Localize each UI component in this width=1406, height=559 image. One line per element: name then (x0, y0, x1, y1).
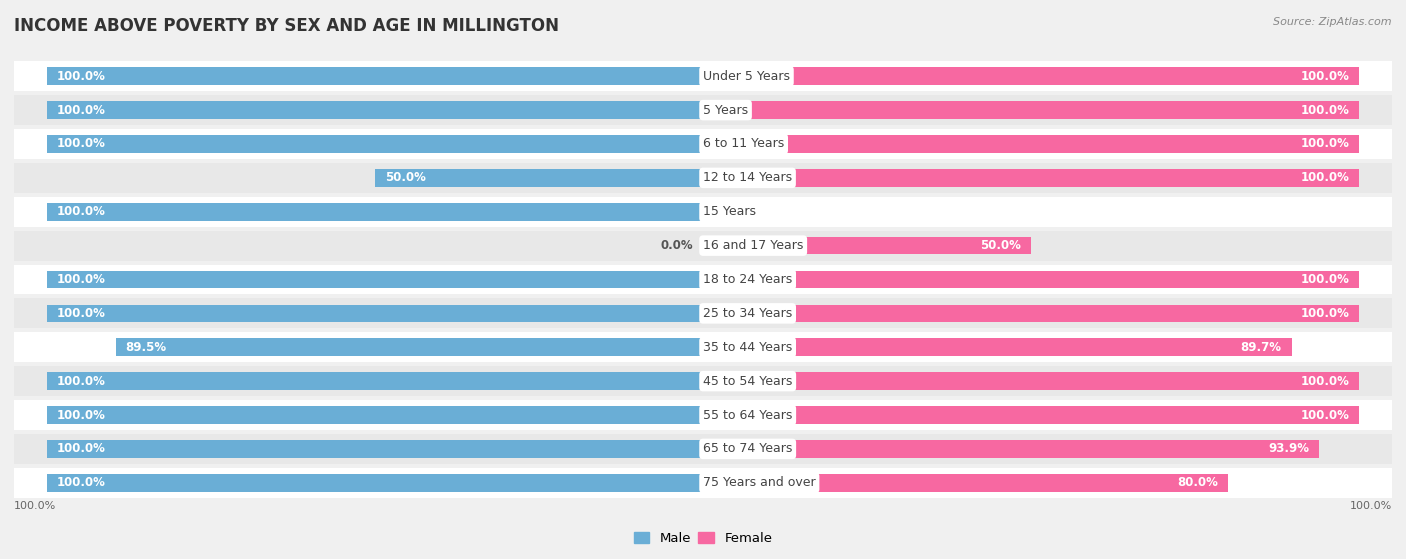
Text: Under 5 Years: Under 5 Years (703, 70, 790, 83)
Text: 16 and 17 Years: 16 and 17 Years (703, 239, 803, 252)
Text: 35 to 44 Years: 35 to 44 Years (703, 341, 792, 354)
Text: 100.0%: 100.0% (14, 501, 56, 511)
Bar (14, 163, 1392, 193)
Bar (700, 237, 703, 254)
Bar (703, 440, 1319, 458)
Text: 100.0%: 100.0% (56, 409, 105, 421)
Bar (14, 434, 1392, 464)
Text: 100.0%: 100.0% (1301, 138, 1350, 150)
Bar (703, 135, 1360, 153)
Bar (703, 237, 1031, 254)
Text: 45 to 54 Years: 45 to 54 Years (703, 375, 793, 387)
Bar (46, 406, 703, 424)
Text: 80.0%: 80.0% (1177, 476, 1218, 489)
Bar (46, 135, 703, 153)
Bar (703, 338, 1292, 356)
Bar (46, 474, 703, 491)
Text: 12 to 14 Years: 12 to 14 Years (703, 172, 792, 184)
Text: 6 to 11 Years: 6 to 11 Years (703, 138, 785, 150)
Text: 15 Years: 15 Years (703, 205, 756, 218)
Legend: Male, Female: Male, Female (628, 527, 778, 550)
Bar (14, 231, 1392, 260)
Text: 100.0%: 100.0% (1350, 501, 1392, 511)
Bar (14, 400, 1392, 430)
Text: 100.0%: 100.0% (56, 307, 105, 320)
Text: 100.0%: 100.0% (1301, 172, 1350, 184)
Bar (703, 372, 1360, 390)
Bar (703, 474, 1227, 491)
Bar (46, 203, 703, 221)
Bar (14, 197, 1392, 226)
Bar (14, 264, 1392, 295)
Bar (46, 101, 703, 119)
Bar (703, 101, 1360, 119)
Bar (703, 305, 1360, 322)
Text: 0.0%: 0.0% (713, 205, 745, 218)
Text: 18 to 24 Years: 18 to 24 Years (703, 273, 792, 286)
Bar (14, 468, 1392, 498)
Text: 93.9%: 93.9% (1268, 442, 1309, 456)
Text: 55 to 64 Years: 55 to 64 Years (703, 409, 793, 421)
Text: 100.0%: 100.0% (1301, 409, 1350, 421)
Bar (375, 169, 703, 187)
Bar (46, 271, 703, 288)
Text: 0.0%: 0.0% (661, 239, 693, 252)
Bar (14, 95, 1392, 125)
Text: 5 Years: 5 Years (703, 103, 748, 117)
Bar (115, 338, 703, 356)
Text: 25 to 34 Years: 25 to 34 Years (703, 307, 792, 320)
Bar (703, 169, 1360, 187)
Bar (46, 440, 703, 458)
Text: 100.0%: 100.0% (56, 70, 105, 83)
Text: 100.0%: 100.0% (1301, 70, 1350, 83)
Text: 100.0%: 100.0% (56, 138, 105, 150)
Bar (14, 333, 1392, 362)
Text: 100.0%: 100.0% (1301, 103, 1350, 117)
Text: 100.0%: 100.0% (1301, 307, 1350, 320)
Bar (14, 366, 1392, 396)
Bar (46, 305, 703, 322)
Bar (703, 203, 706, 221)
Text: 89.7%: 89.7% (1240, 341, 1282, 354)
Text: 100.0%: 100.0% (56, 205, 105, 218)
Text: 100.0%: 100.0% (1301, 273, 1350, 286)
Bar (14, 129, 1392, 159)
Text: 75 Years and over: 75 Years and over (703, 476, 815, 489)
Bar (14, 61, 1392, 91)
Bar (703, 68, 1360, 85)
Bar (46, 372, 703, 390)
Text: 65 to 74 Years: 65 to 74 Years (703, 442, 793, 456)
Text: 100.0%: 100.0% (56, 375, 105, 387)
Text: 100.0%: 100.0% (56, 103, 105, 117)
Text: 100.0%: 100.0% (56, 442, 105, 456)
Bar (14, 299, 1392, 328)
Text: Source: ZipAtlas.com: Source: ZipAtlas.com (1274, 17, 1392, 27)
Text: 89.5%: 89.5% (125, 341, 167, 354)
Text: INCOME ABOVE POVERTY BY SEX AND AGE IN MILLINGTON: INCOME ABOVE POVERTY BY SEX AND AGE IN M… (14, 17, 560, 35)
Bar (703, 271, 1360, 288)
Text: 100.0%: 100.0% (1301, 375, 1350, 387)
Bar (46, 68, 703, 85)
Text: 50.0%: 50.0% (980, 239, 1021, 252)
Text: 100.0%: 100.0% (56, 476, 105, 489)
Bar (703, 406, 1360, 424)
Text: 100.0%: 100.0% (56, 273, 105, 286)
Text: 50.0%: 50.0% (385, 172, 426, 184)
